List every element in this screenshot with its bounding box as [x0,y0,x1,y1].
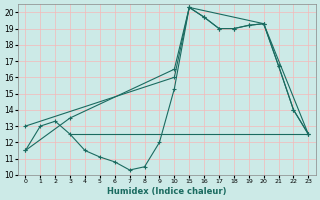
X-axis label: Humidex (Indice chaleur): Humidex (Indice chaleur) [107,187,227,196]
